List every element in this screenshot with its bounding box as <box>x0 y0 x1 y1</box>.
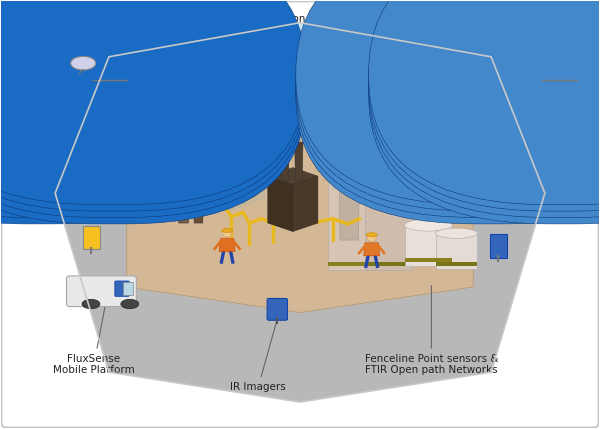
Text: IR Imagers: IR Imagers <box>230 322 286 392</box>
Polygon shape <box>404 225 452 266</box>
FancyBboxPatch shape <box>296 0 600 211</box>
Ellipse shape <box>501 199 509 202</box>
Polygon shape <box>293 176 318 232</box>
Ellipse shape <box>404 219 452 231</box>
Ellipse shape <box>67 199 76 202</box>
FancyBboxPatch shape <box>0 0 306 205</box>
Ellipse shape <box>223 230 232 237</box>
Polygon shape <box>365 262 412 266</box>
Ellipse shape <box>89 210 97 212</box>
Polygon shape <box>288 66 302 73</box>
FancyBboxPatch shape <box>0 0 233 218</box>
FancyBboxPatch shape <box>83 227 100 249</box>
Polygon shape <box>55 129 300 402</box>
FancyBboxPatch shape <box>267 299 287 320</box>
Polygon shape <box>300 129 545 402</box>
FancyBboxPatch shape <box>0 0 233 205</box>
Polygon shape <box>127 133 473 313</box>
Polygon shape <box>328 176 385 270</box>
Text: Fenceline Point sensors &
FTIR Open path Networks: Fenceline Point sensors & FTIR Open path… <box>365 285 498 375</box>
Ellipse shape <box>71 56 96 70</box>
Ellipse shape <box>328 169 385 183</box>
Polygon shape <box>268 168 318 184</box>
Polygon shape <box>339 138 360 240</box>
Polygon shape <box>328 262 385 266</box>
Ellipse shape <box>366 233 377 237</box>
Polygon shape <box>436 233 478 269</box>
Polygon shape <box>300 57 545 193</box>
FancyBboxPatch shape <box>506 72 545 102</box>
FancyBboxPatch shape <box>296 0 600 224</box>
Polygon shape <box>219 239 235 251</box>
FancyBboxPatch shape <box>368 0 600 211</box>
FancyBboxPatch shape <box>490 234 507 258</box>
FancyBboxPatch shape <box>0 0 306 218</box>
FancyBboxPatch shape <box>296 0 600 218</box>
Text: FluxSense
Mobile Platform: FluxSense Mobile Platform <box>53 305 135 375</box>
Polygon shape <box>178 108 190 223</box>
Ellipse shape <box>523 210 531 212</box>
FancyBboxPatch shape <box>0 0 233 224</box>
FancyBboxPatch shape <box>368 0 600 218</box>
Polygon shape <box>290 56 302 66</box>
Ellipse shape <box>76 203 89 209</box>
FancyBboxPatch shape <box>0 0 306 224</box>
FancyBboxPatch shape <box>296 0 600 205</box>
Ellipse shape <box>89 199 97 202</box>
Polygon shape <box>268 176 293 232</box>
Ellipse shape <box>67 210 76 212</box>
Polygon shape <box>309 38 354 63</box>
Text: SeekOps
Drones: SeekOps Drones <box>26 178 87 204</box>
FancyBboxPatch shape <box>56 72 96 102</box>
Polygon shape <box>295 142 303 181</box>
FancyBboxPatch shape <box>368 0 600 224</box>
Polygon shape <box>122 282 133 296</box>
Ellipse shape <box>121 299 139 309</box>
FancyBboxPatch shape <box>115 281 129 296</box>
Polygon shape <box>193 116 204 223</box>
Text: Method 21
LDAR Surveys: Method 21 LDAR Surveys <box>500 178 574 205</box>
Polygon shape <box>199 133 232 210</box>
Ellipse shape <box>523 199 531 202</box>
Polygon shape <box>109 23 491 129</box>
Text: Scientific Aviation
Flights: Scientific Aviation Flights <box>212 14 305 76</box>
Ellipse shape <box>221 229 233 233</box>
Polygon shape <box>232 133 264 210</box>
Text: TROPOMI: TROPOMI <box>44 41 98 68</box>
Polygon shape <box>300 23 545 193</box>
Ellipse shape <box>82 299 100 309</box>
Ellipse shape <box>367 234 376 242</box>
Ellipse shape <box>436 228 478 239</box>
Polygon shape <box>365 184 412 270</box>
FancyBboxPatch shape <box>67 276 136 307</box>
Polygon shape <box>404 258 452 262</box>
Ellipse shape <box>365 179 412 190</box>
Polygon shape <box>290 61 376 70</box>
Text: GHGSat: GHGSat <box>502 41 551 68</box>
Polygon shape <box>436 262 478 266</box>
FancyBboxPatch shape <box>0 0 233 211</box>
Polygon shape <box>364 243 380 256</box>
Ellipse shape <box>509 203 523 209</box>
Polygon shape <box>281 142 289 181</box>
FancyBboxPatch shape <box>0 0 306 211</box>
Ellipse shape <box>501 210 509 212</box>
FancyBboxPatch shape <box>368 0 600 205</box>
Polygon shape <box>199 121 264 146</box>
Polygon shape <box>55 23 300 193</box>
